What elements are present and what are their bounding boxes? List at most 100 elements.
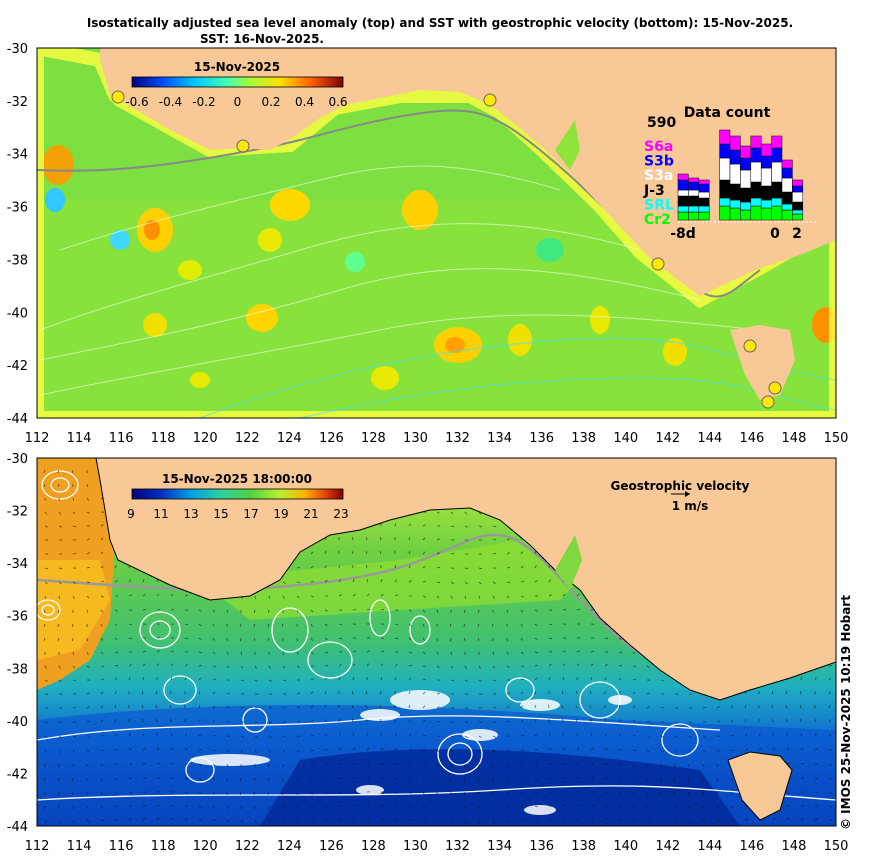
velocity-arrow — [155, 705, 158, 709]
velocity-arrow — [254, 665, 257, 669]
velocity-arrow — [800, 805, 804, 807]
velocity-arrow — [464, 567, 468, 570]
velocity-arrow — [436, 819, 440, 823]
velocity-arrow — [674, 721, 679, 723]
velocity-arrow — [436, 511, 440, 514]
data-count-bar — [698, 183, 710, 193]
velocity-arrow — [492, 553, 496, 555]
velocity-arrow — [310, 665, 315, 667]
velocity-arrow — [814, 748, 818, 751]
data-count-bar — [760, 199, 772, 209]
velocity-arrow — [58, 511, 62, 515]
data-count-bar — [677, 195, 689, 207]
velocity-arrow — [198, 733, 202, 737]
data-count-bar — [729, 163, 741, 185]
velocity-arrow — [436, 692, 440, 695]
velocity-arrow — [604, 664, 608, 667]
velocity-arrow — [198, 637, 202, 641]
velocity-arrow — [702, 735, 706, 738]
x-tick-label: 136 — [529, 839, 554, 854]
velocity-arrow — [408, 691, 411, 695]
x-axis-top: 112 114 116 118 120 122 124 126 128 130 132 134 136 1… — [25, 431, 849, 446]
velocity-arrow — [184, 777, 189, 780]
velocity-arrow — [422, 678, 426, 681]
velocity-arrow — [646, 720, 651, 723]
velocity-arrow — [534, 664, 539, 667]
velocity-arrow — [520, 678, 524, 681]
velocity-arrow — [170, 732, 173, 737]
velocity-arrow — [436, 595, 440, 599]
y-tick-label: -44 — [7, 820, 28, 835]
velocity-arrow — [198, 691, 201, 695]
velocity-arrow — [338, 748, 342, 751]
velocity-arrow — [478, 665, 481, 669]
colorbar-tick-label: -0.4 — [159, 95, 182, 109]
velocity-arrow — [86, 819, 90, 823]
velocity-arrow — [212, 623, 215, 627]
velocity-arrow — [379, 551, 382, 555]
velocity-arrow — [534, 637, 538, 641]
data-count-bar — [792, 201, 804, 211]
velocity-arrow — [618, 637, 622, 641]
velocity-arrow — [380, 762, 384, 765]
velocity-arrow — [464, 595, 467, 600]
velocity-arrow — [534, 651, 538, 654]
velocity-arrow — [785, 719, 788, 723]
velocity-arrow — [58, 679, 62, 682]
velocity-arrow — [296, 651, 299, 655]
velocity-arrow — [43, 483, 46, 488]
velocity-arrow — [100, 749, 105, 752]
velocity-arrow — [800, 747, 804, 751]
velocity-arrow — [338, 791, 343, 794]
data-count-bar — [760, 207, 772, 221]
velocity-arrow — [58, 749, 61, 753]
sla-map — [37, 48, 836, 418]
data-count-bar — [688, 205, 700, 213]
data-count-bar — [698, 211, 710, 221]
velocity-arrow — [114, 719, 117, 723]
velocity-arrow — [478, 735, 482, 738]
velocity-arrow — [155, 690, 158, 695]
velocity-arrow — [716, 706, 720, 709]
velocity-arrow — [310, 678, 314, 681]
velocity-arrow — [799, 705, 802, 709]
velocity-arrow — [450, 749, 454, 753]
velocity-arrow — [226, 763, 229, 767]
velocity-arrow — [506, 720, 510, 723]
velocity-arrow — [198, 704, 201, 709]
velocity-arrow — [141, 705, 144, 709]
velocity-arrow — [716, 805, 719, 809]
velocity-arrow — [86, 511, 90, 514]
velocity-arrow — [324, 749, 329, 751]
x-tick-label: 144 — [697, 839, 722, 854]
velocity-arrow — [520, 734, 525, 737]
velocity-arrow — [548, 637, 552, 640]
x-axis-bottom: 112 114 116 118 120 122 124 126 128 130 132 134 136 1… — [25, 839, 849, 854]
velocity-arrow — [156, 608, 161, 611]
velocity-arrow — [422, 763, 426, 767]
velocity-arrow — [520, 595, 524, 598]
velocity-arrow — [394, 637, 399, 640]
velocity-arrow — [198, 664, 202, 667]
velocity-arrow — [758, 733, 761, 737]
velocity-arrow — [324, 763, 328, 766]
velocity-arrow — [492, 623, 494, 627]
velocity-arrow — [618, 733, 622, 737]
velocity-arrow — [632, 691, 636, 695]
data-count-bar — [719, 197, 731, 207]
velocity-arrow — [702, 791, 704, 796]
data-count-bar — [688, 177, 700, 183]
velocity-arrow — [562, 817, 566, 821]
velocity-arrow — [716, 749, 720, 753]
data-count-bar — [750, 181, 762, 199]
data-count-bar — [740, 209, 752, 221]
velocity-arrow — [646, 749, 650, 753]
velocity-arrow — [730, 805, 734, 809]
velocity-arrow — [58, 665, 61, 669]
data-count-bar — [698, 205, 710, 213]
x-tick-label: 114 — [67, 431, 92, 446]
velocity-arrow — [660, 679, 664, 682]
velocity-arrow — [589, 705, 592, 709]
x-tick-label: 126 — [319, 839, 344, 854]
velocity-arrow — [450, 791, 452, 795]
